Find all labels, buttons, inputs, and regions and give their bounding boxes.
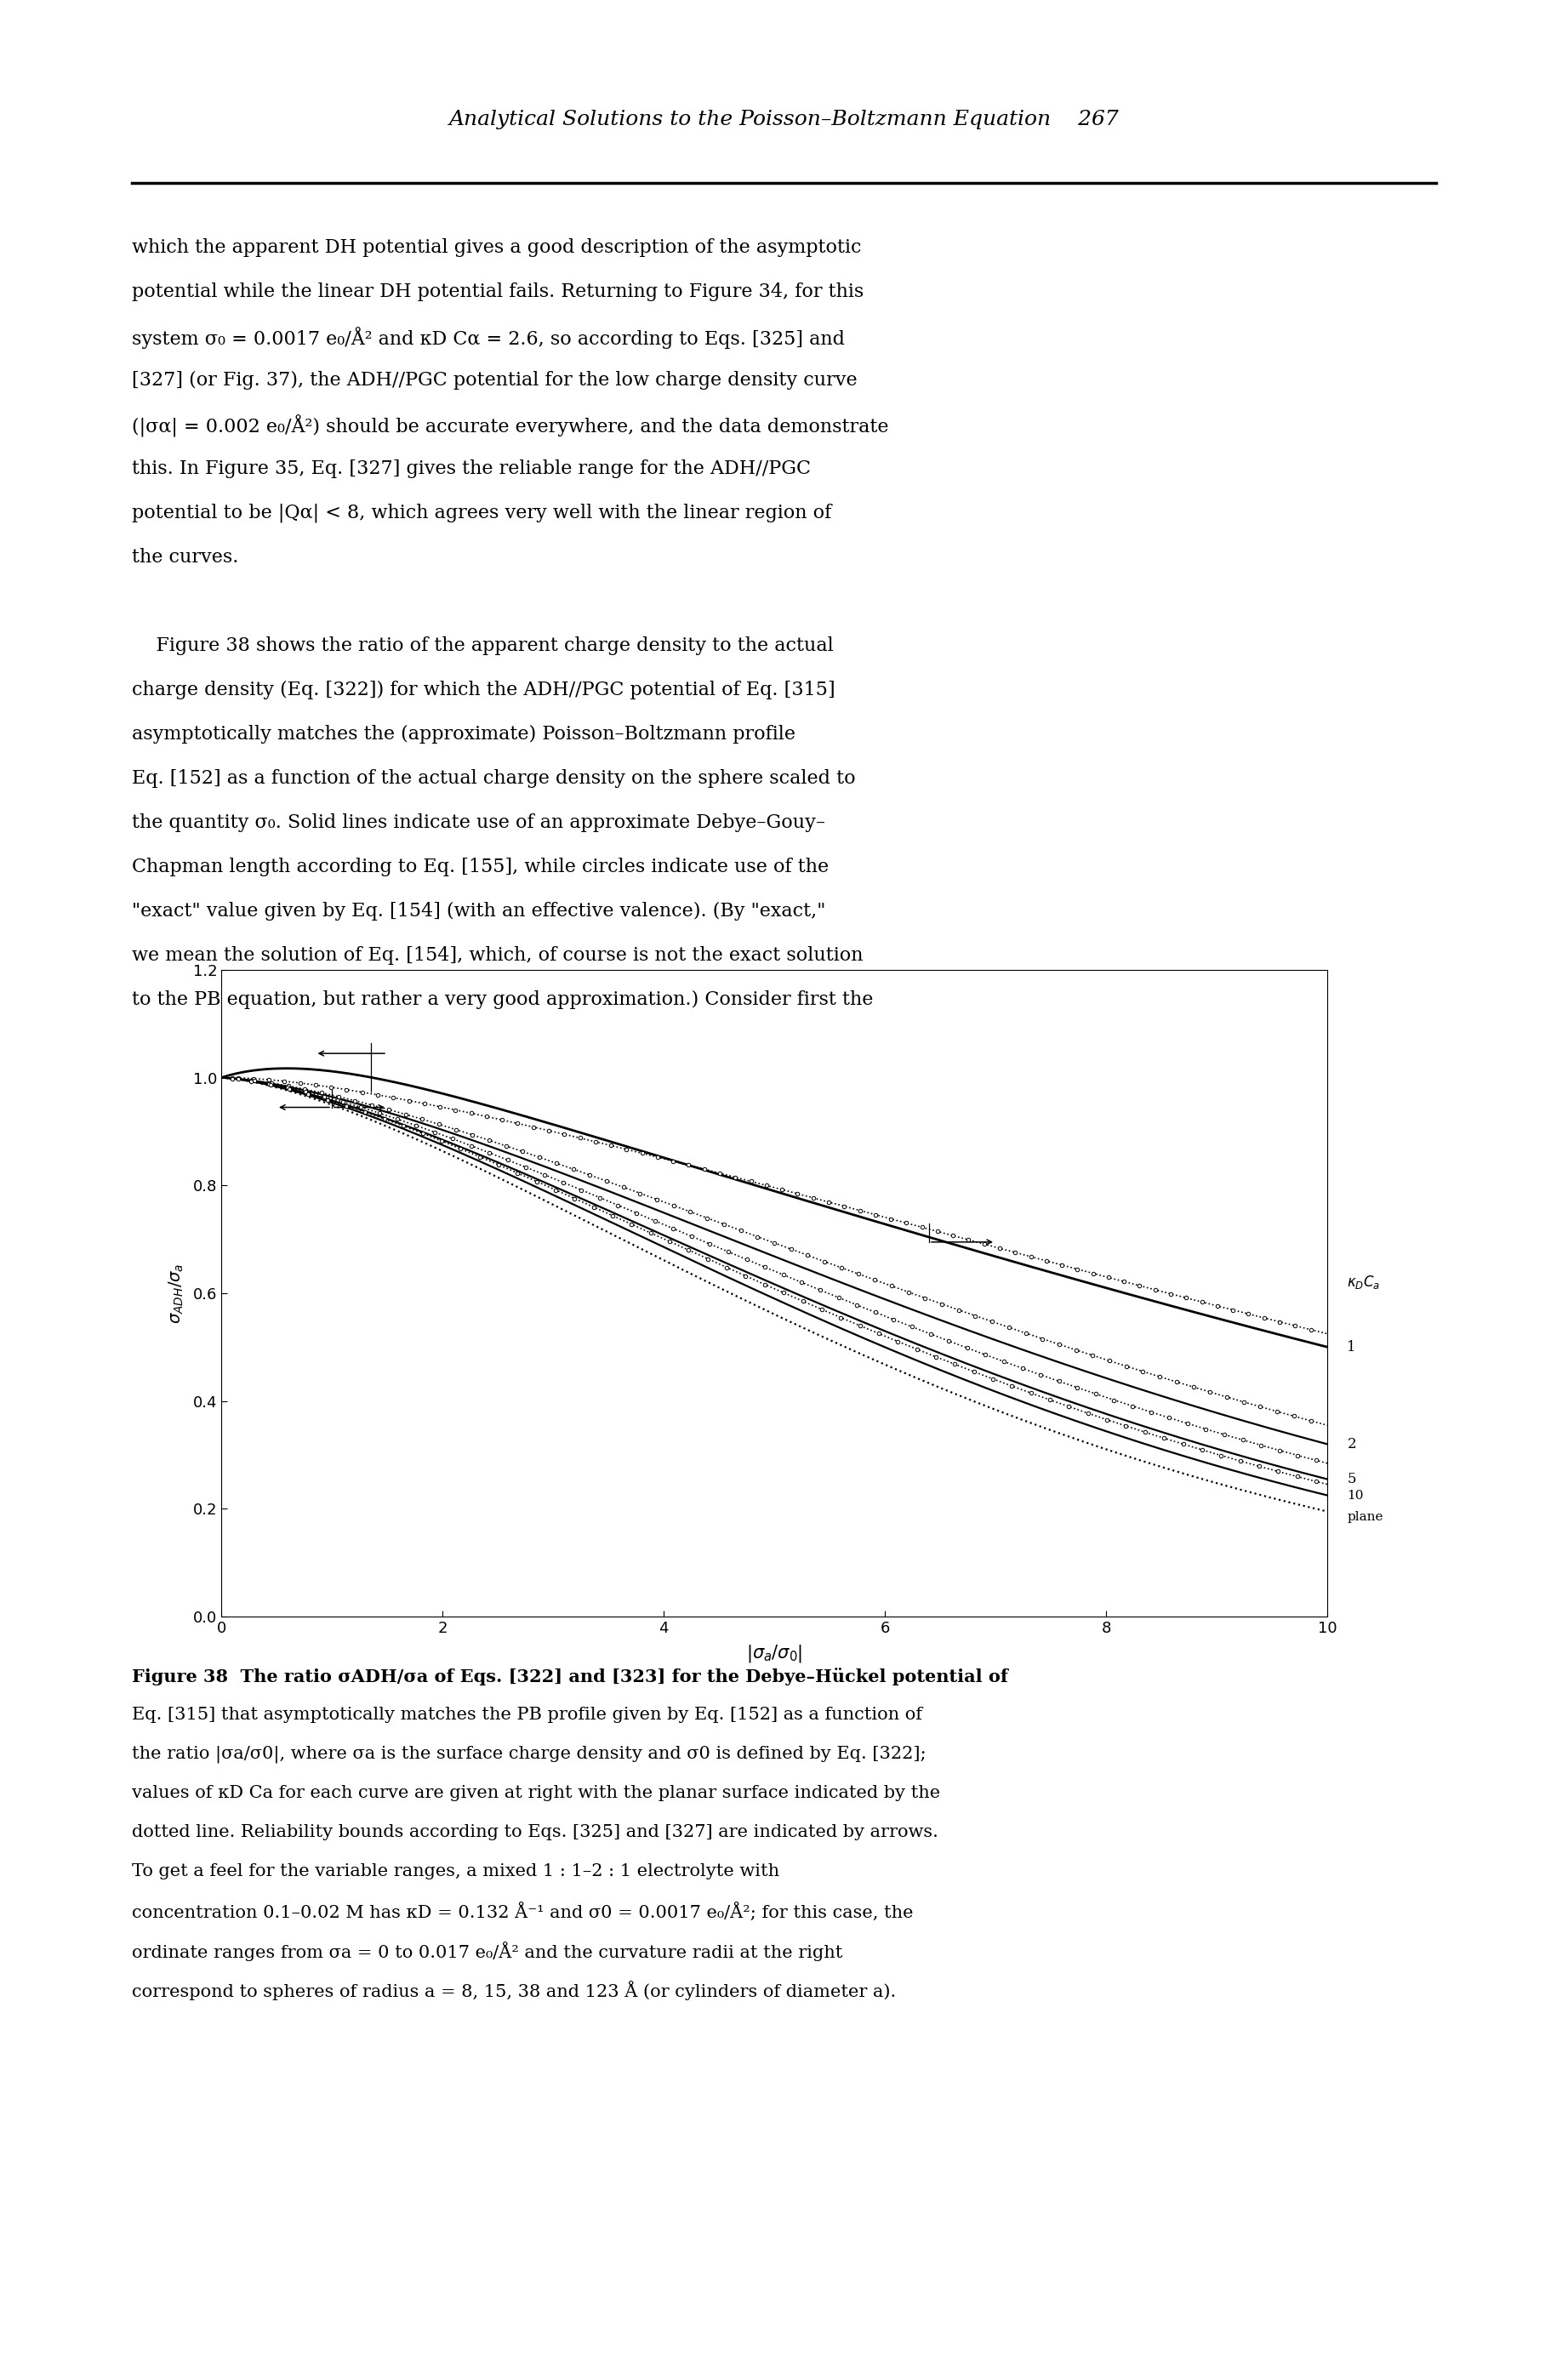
Text: dotted line. Reliability bounds according to Eqs. [325] and [327] are indicated : dotted line. Reliability bounds accordin…	[132, 1825, 938, 1839]
Text: the curves.: the curves.	[132, 548, 238, 567]
Text: Eq. [315] that asymptotically matches the PB profile given by Eq. [152] as a fun: Eq. [315] that asymptotically matches th…	[132, 1707, 922, 1724]
Text: correspond to spheres of radius a = 8, 15, 38 and 123 Å (or cylinders of diamete: correspond to spheres of radius a = 8, 1…	[132, 1981, 895, 2000]
Text: 10: 10	[1347, 1490, 1364, 1502]
Text: 5: 5	[1347, 1471, 1356, 1487]
Text: 1: 1	[1347, 1341, 1356, 1355]
Text: the quantity σ₀. Solid lines indicate use of an approximate Debye–Gouy–: the quantity σ₀. Solid lines indicate us…	[132, 815, 825, 831]
Text: asymptotically matches the (approximate) Poisson–Boltzmann profile: asymptotically matches the (approximate)…	[132, 725, 795, 744]
Text: we mean the solution of Eq. [154], which, of course is not the exact solution: we mean the solution of Eq. [154], which…	[132, 947, 862, 966]
Text: charge density (Eq. [322]) for which the ADH//PGC potential of Eq. [315]: charge density (Eq. [322]) for which the…	[132, 680, 836, 699]
Text: [327] (or Fig. 37), the ADH//PGC potential for the low charge density curve: [327] (or Fig. 37), the ADH//PGC potenti…	[132, 371, 858, 390]
Text: which the apparent DH potential gives a good description of the asymptotic: which the apparent DH potential gives a …	[132, 238, 861, 257]
Text: 2: 2	[1347, 1438, 1356, 1452]
Text: system σ₀ = 0.0017 e₀/Å² and κD Cα = 2.6, so according to Eqs. [325] and: system σ₀ = 0.0017 e₀/Å² and κD Cα = 2.6…	[132, 326, 845, 349]
Text: potential to be |Qα| < 8, which agrees very well with the linear region of: potential to be |Qα| < 8, which agrees v…	[132, 503, 831, 522]
Text: to the PB equation, but rather a very good approximation.) Consider first the: to the PB equation, but rather a very go…	[132, 989, 873, 1008]
Text: Figure 38  The ratio σADH/σa of Eqs. [322] and [323] for the Debye–Hückel potent: Figure 38 The ratio σADH/σa of Eqs. [322…	[132, 1667, 1008, 1686]
Text: $\kappa_D C_a$: $\kappa_D C_a$	[1347, 1275, 1380, 1291]
Text: ordinate ranges from σa = 0 to 0.017 e₀/Å² and the curvature radii at the right: ordinate ranges from σa = 0 to 0.017 e₀/…	[132, 1941, 842, 1962]
Text: potential while the linear DH potential fails. Returning to Figure 34, for this: potential while the linear DH potential …	[132, 283, 864, 302]
Text: To get a feel for the variable ranges, a mixed 1 : 1–2 : 1 electrolyte with: To get a feel for the variable ranges, a…	[132, 1863, 779, 1879]
X-axis label: $|\sigma_a/\sigma_0|$: $|\sigma_a/\sigma_0|$	[746, 1643, 803, 1665]
Text: Chapman length according to Eq. [155], while circles indicate use of the: Chapman length according to Eq. [155], w…	[132, 857, 829, 876]
Text: Eq. [152] as a function of the actual charge density on the sphere scaled to: Eq. [152] as a function of the actual ch…	[132, 770, 856, 789]
Text: values of κD Ca for each curve are given at right with the planar surface indica: values of κD Ca for each curve are given…	[132, 1785, 941, 1801]
Text: plane: plane	[1347, 1511, 1383, 1523]
Text: this. In Figure 35, Eq. [327] gives the reliable range for the ADH//PGC: this. In Figure 35, Eq. [327] gives the …	[132, 460, 811, 479]
Text: (|σα| = 0.002 e₀/Å²) should be accurate everywhere, and the data demonstrate: (|σα| = 0.002 e₀/Å²) should be accurate …	[132, 416, 889, 437]
Y-axis label: $\sigma_{ADH}/\sigma_a$: $\sigma_{ADH}/\sigma_a$	[168, 1263, 185, 1325]
Text: concentration 0.1–0.02 M has κD = 0.132 Å⁻¹ and σ0 = 0.0017 e₀/Å²; for this case: concentration 0.1–0.02 M has κD = 0.132 …	[132, 1903, 913, 1922]
Text: "exact" value given by Eq. [154] (with an effective valence). (By "exact,": "exact" value given by Eq. [154] (with a…	[132, 902, 826, 921]
Text: the ratio |σa/σ0|, where σa is the surface charge density and σ0 is defined by E: the ratio |σa/σ0|, where σa is the surfa…	[132, 1745, 927, 1764]
Text: Figure 38 shows the ratio of the apparent charge density to the actual: Figure 38 shows the ratio of the apparen…	[132, 637, 834, 654]
Text: Analytical Solutions to the Poisson–Boltzmann Equation    267: Analytical Solutions to the Poisson–Bolt…	[448, 109, 1120, 130]
